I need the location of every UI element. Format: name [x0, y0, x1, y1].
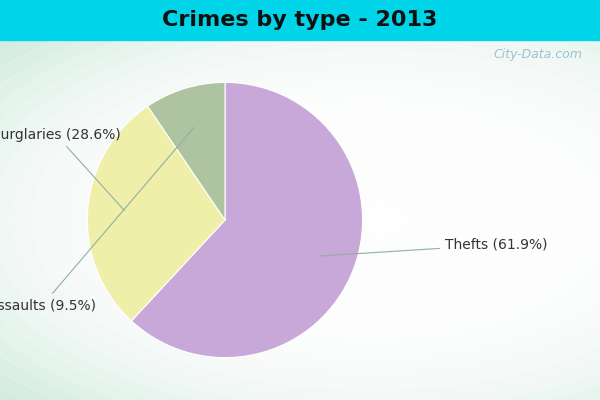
Ellipse shape: [92, 80, 600, 360]
Wedge shape: [88, 106, 225, 321]
Ellipse shape: [192, 130, 552, 310]
Ellipse shape: [292, 180, 452, 260]
Ellipse shape: [0, 10, 600, 400]
Ellipse shape: [0, 30, 600, 400]
Ellipse shape: [112, 90, 600, 350]
Text: Crimes by type - 2013: Crimes by type - 2013: [163, 10, 437, 30]
Ellipse shape: [332, 200, 412, 240]
Ellipse shape: [352, 210, 392, 230]
Ellipse shape: [312, 190, 432, 250]
Text: Burglaries (28.6%): Burglaries (28.6%): [0, 128, 124, 210]
Text: Assaults (9.5%): Assaults (9.5%): [0, 128, 194, 312]
Ellipse shape: [272, 170, 472, 270]
Ellipse shape: [172, 120, 572, 320]
Text: City-Data.com: City-Data.com: [493, 48, 582, 61]
Bar: [0, 0, 600, 40]
Ellipse shape: [0, 20, 600, 400]
Ellipse shape: [32, 50, 600, 390]
Wedge shape: [148, 82, 225, 220]
Wedge shape: [131, 82, 362, 358]
Ellipse shape: [212, 140, 532, 300]
Ellipse shape: [152, 110, 592, 330]
Ellipse shape: [52, 60, 600, 380]
Ellipse shape: [232, 150, 512, 290]
Ellipse shape: [252, 160, 492, 280]
Ellipse shape: [12, 40, 600, 400]
Ellipse shape: [132, 100, 600, 340]
Ellipse shape: [72, 70, 600, 370]
Text: Thefts (61.9%): Thefts (61.9%): [320, 238, 548, 256]
